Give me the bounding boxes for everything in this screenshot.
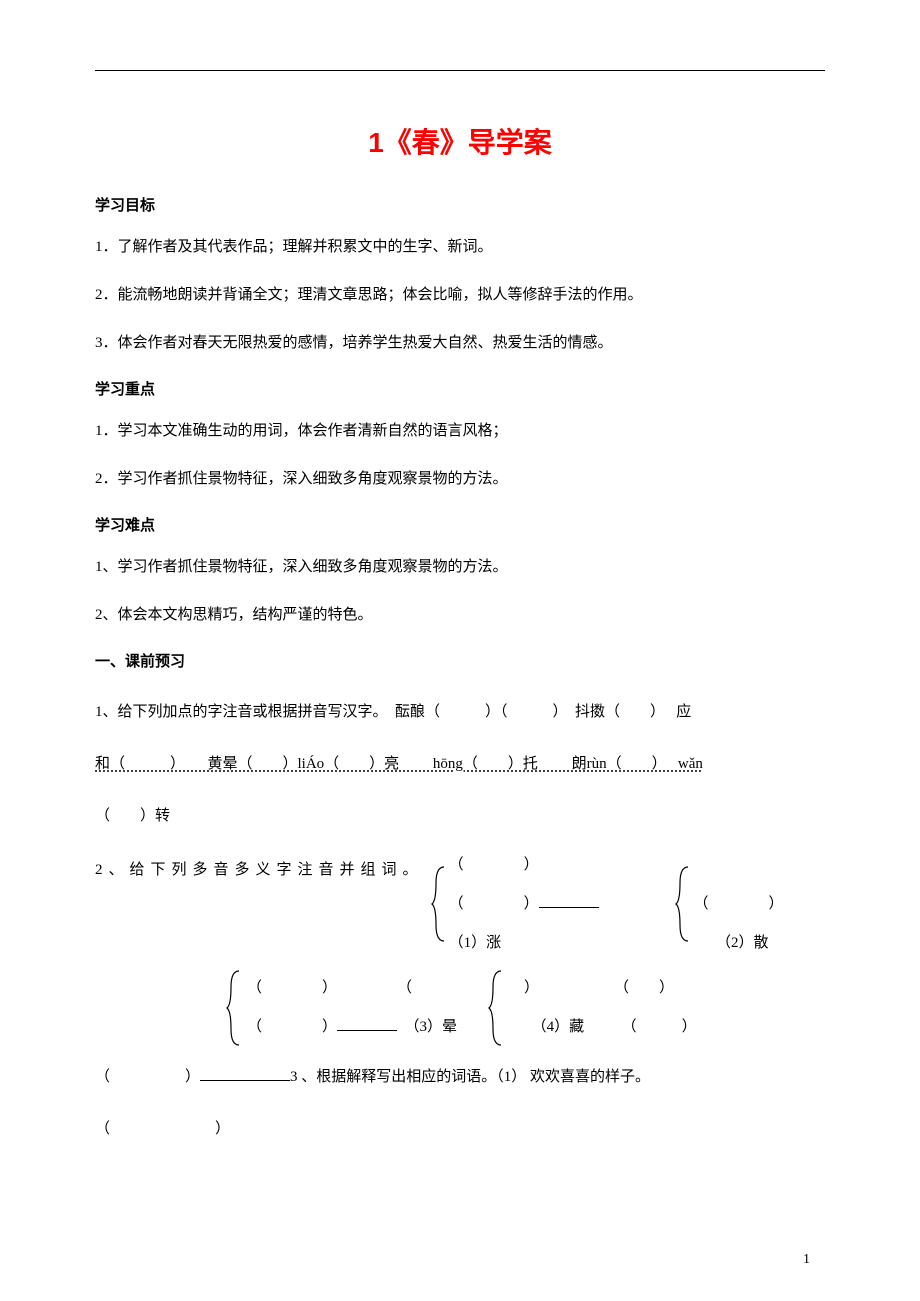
brace-icon [225, 969, 243, 1047]
q2-3-bot-paren: （ ） [247, 1019, 337, 1035]
q3-line: （ ）3 、根据解释写出相应的词语。（1） 欢欢喜喜的样子。 [95, 1053, 825, 1101]
brace-icon [487, 969, 505, 1047]
blank-line [200, 1067, 290, 1081]
brace-icon [430, 865, 445, 943]
blank-line [337, 1017, 397, 1031]
heading-nandian: 学习难点 [95, 514, 825, 538]
heading-yuxi: 一、课前预习 [95, 650, 825, 674]
q2-row-1: 2、给下列多音多义字注音并组词。 （ ） （ ） （1）涨 （ ） （2）散 [95, 846, 825, 963]
zhongdian-item-1: 1．学习本文准确生动的用词，体会作者清新自然的语言风格； [95, 416, 825, 446]
q1-line2-text: 和（ ） 黄晕（ ）liÁo（ ）亮 hōng（ ）托 朗rùn（ ） wǎn [95, 756, 703, 772]
heading-zhongdian: 学习重点 [95, 378, 825, 402]
q2-3-bot: （ ） （3）晕 [243, 1008, 457, 1047]
q2-1-top: （ ） [445, 846, 625, 885]
q2-3-num: （3）晕 [412, 1019, 457, 1035]
q2-4-top: ） （ ） [505, 969, 697, 1008]
nandian-item-2: 2、体会本文构思精巧，结构严谨的特色。 [95, 600, 825, 630]
mubiao-item-1: 1．了解作者及其代表作品；理解并积累文中的生字、新词。 [95, 232, 825, 262]
q2-3-top-paren: （ ） [247, 980, 330, 996]
q2-1-num: （1）涨 [449, 935, 502, 951]
q3-label: 3 、根据解释写出相应的词语。（1） 欢欢喜喜的样子。 [290, 1069, 650, 1085]
heading-mubiao: 学习目标 [95, 194, 825, 218]
q1-line1: 1、给下列加点的字注音或根据拼音写汉字。 酝酿（ ）（ ） 抖擞（ ） 应 [95, 688, 825, 736]
q2-2-bot: （2）散 [690, 924, 825, 963]
q2-1-bot-paren: （ ） [449, 896, 539, 912]
q2-2-top-paren: （ ） [694, 896, 784, 912]
q2-label: 2、给下列多音多义字注音并组词。 [95, 846, 430, 894]
mubiao-item-2: 2．能流畅地朗读并背诵全文；理清文章思路；体会比喻，拟人等修辞手法的作用。 [95, 280, 825, 310]
brace-icon [674, 865, 689, 943]
blank-line [539, 894, 599, 908]
q1-line2: 和（ ） 黄晕（ ）liÁo（ ）亮 hōng（ ）托 朗rùn（ ） wǎn [95, 740, 825, 788]
page-title: 1《春》导学案 [95, 121, 825, 166]
page-number: 1 [803, 1249, 810, 1271]
q2-row-2: （ ） （ （ ） （3）晕 ） （ ） （4）藏 （ ） [95, 969, 825, 1047]
q2-3-top: （ ） （ [243, 969, 457, 1008]
zhongdian-item-2: 2．学习作者抓住景物特征，深入细致多角度观察景物的方法。 [95, 464, 825, 494]
q2-2-top: （ ） [690, 846, 825, 924]
q2-brace-4: ） （ ） （4）藏 （ ） [487, 969, 697, 1047]
top-rule [95, 70, 825, 71]
q1-line3: （ ）转 [95, 792, 825, 840]
q2-brace-1: （ ） （ ） （1）涨 [430, 846, 625, 963]
q3-paren: （ ） [95, 1105, 825, 1153]
mubiao-item-3: 3．体会作者对春天无限热爱的感情，培养学生热爱大自然、热爱生活的情感。 [95, 328, 825, 358]
q2-4-num: （4）藏 [539, 1019, 584, 1035]
q2-brace-2: （ ） （2）散 [674, 846, 825, 963]
q2-brace-3: （ ） （ （ ） （3）晕 [225, 969, 457, 1047]
nandian-item-1: 1、学习作者抓住景物特征，深入细致多角度观察景物的方法。 [95, 552, 825, 582]
q2-1-bot: （ ） （1）涨 [445, 885, 625, 963]
q2-4-bot: （4）藏 （ ） [505, 1008, 697, 1047]
q2-2-num: （2）散 [724, 935, 769, 951]
